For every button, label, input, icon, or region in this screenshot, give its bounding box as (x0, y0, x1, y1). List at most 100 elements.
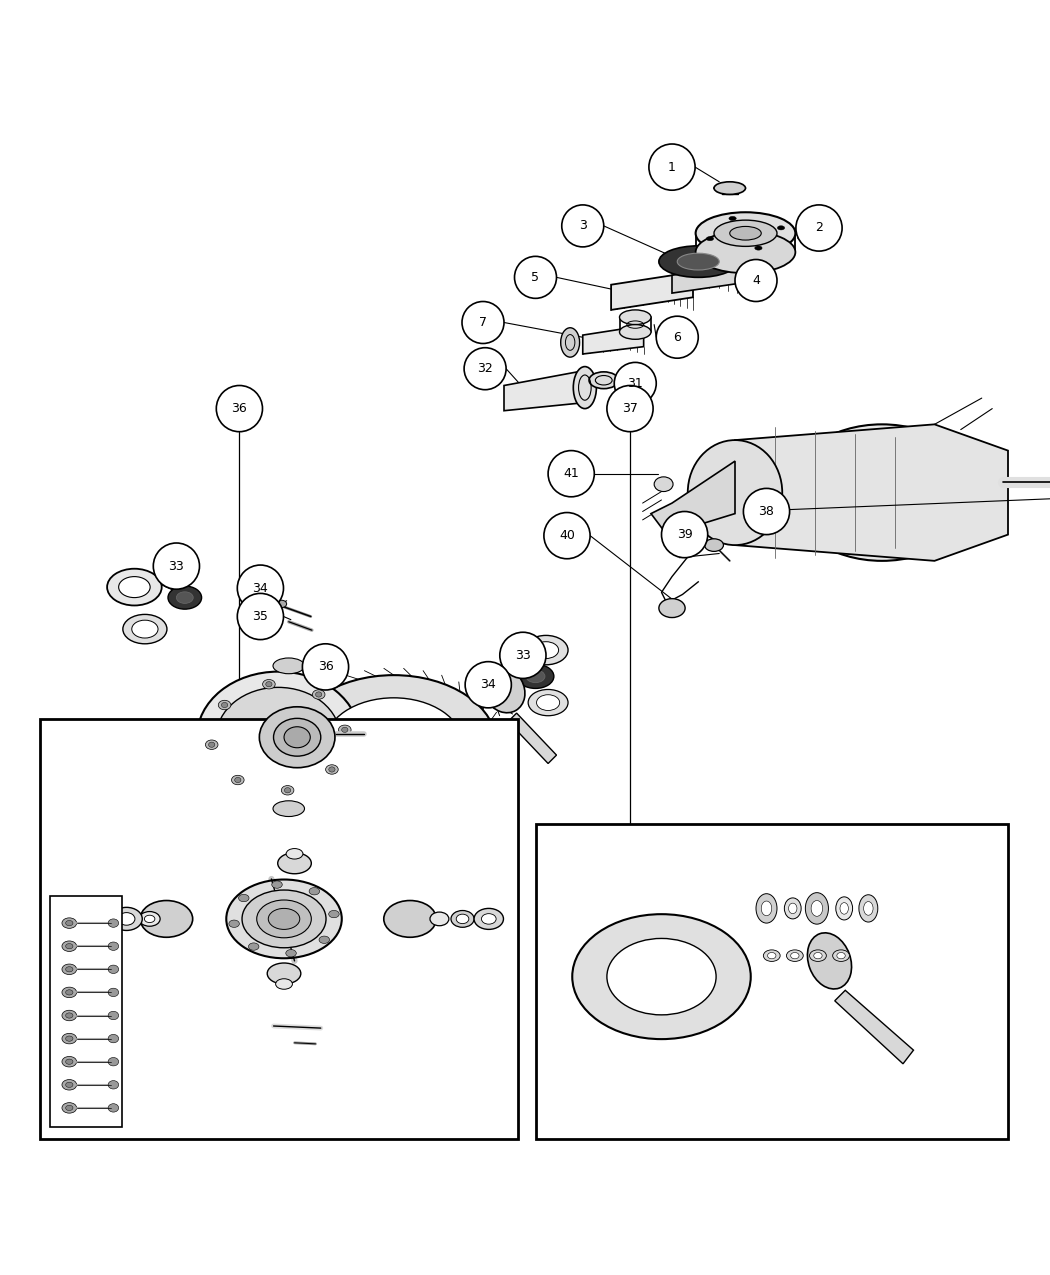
Ellipse shape (430, 912, 449, 926)
Ellipse shape (836, 896, 853, 921)
Text: 32: 32 (477, 362, 493, 375)
Text: 2: 2 (815, 222, 823, 235)
Text: 3: 3 (579, 219, 587, 232)
Ellipse shape (108, 965, 119, 974)
Ellipse shape (108, 1057, 119, 1066)
Circle shape (462, 301, 504, 343)
Ellipse shape (695, 212, 796, 254)
Ellipse shape (791, 952, 799, 959)
Ellipse shape (111, 908, 143, 931)
Polygon shape (611, 272, 693, 310)
Ellipse shape (139, 912, 161, 926)
Text: 37: 37 (622, 402, 638, 416)
Ellipse shape (324, 697, 463, 792)
Ellipse shape (526, 671, 545, 682)
Ellipse shape (475, 908, 504, 929)
Ellipse shape (572, 914, 751, 1039)
Ellipse shape (729, 217, 736, 221)
Ellipse shape (276, 979, 292, 989)
Ellipse shape (807, 933, 852, 989)
Ellipse shape (168, 586, 202, 609)
Ellipse shape (859, 895, 878, 922)
Ellipse shape (688, 440, 782, 546)
Ellipse shape (788, 425, 976, 561)
Polygon shape (504, 372, 578, 411)
Ellipse shape (62, 964, 77, 974)
Circle shape (153, 543, 200, 589)
Ellipse shape (132, 620, 158, 638)
Ellipse shape (341, 727, 348, 732)
Polygon shape (651, 462, 735, 534)
Ellipse shape (326, 765, 338, 774)
Ellipse shape (62, 1057, 77, 1067)
Ellipse shape (659, 599, 685, 617)
Circle shape (562, 205, 604, 247)
Ellipse shape (589, 372, 618, 389)
Ellipse shape (654, 477, 673, 492)
Polygon shape (672, 265, 737, 293)
Circle shape (548, 450, 594, 497)
Ellipse shape (62, 941, 77, 951)
Ellipse shape (561, 328, 580, 357)
Ellipse shape (313, 690, 326, 699)
Polygon shape (735, 425, 1008, 561)
Ellipse shape (267, 963, 301, 984)
Ellipse shape (840, 903, 848, 914)
Bar (536, 825, 1008, 1140)
Circle shape (649, 144, 695, 190)
Circle shape (735, 260, 777, 301)
Ellipse shape (284, 727, 311, 747)
Ellipse shape (777, 226, 784, 230)
Ellipse shape (329, 910, 339, 918)
Ellipse shape (65, 1012, 72, 1019)
Ellipse shape (108, 1034, 119, 1043)
Ellipse shape (227, 880, 342, 959)
Ellipse shape (309, 887, 319, 895)
Ellipse shape (62, 1010, 77, 1021)
Circle shape (237, 565, 284, 611)
Ellipse shape (259, 706, 335, 768)
Circle shape (607, 385, 653, 432)
Ellipse shape (277, 853, 312, 873)
Circle shape (656, 316, 698, 358)
Text: 1: 1 (668, 161, 676, 173)
Circle shape (743, 488, 790, 534)
Ellipse shape (517, 664, 554, 688)
Ellipse shape (206, 740, 218, 750)
Text: 38: 38 (758, 505, 775, 518)
Ellipse shape (231, 775, 244, 784)
Ellipse shape (65, 966, 72, 972)
Ellipse shape (833, 950, 849, 961)
Ellipse shape (269, 908, 300, 929)
Ellipse shape (319, 936, 330, 944)
Ellipse shape (65, 1105, 72, 1111)
Bar (40, 719, 518, 1140)
Ellipse shape (761, 901, 772, 915)
Ellipse shape (291, 676, 497, 813)
Ellipse shape (524, 635, 568, 664)
Ellipse shape (452, 910, 475, 927)
Circle shape (514, 256, 556, 298)
Ellipse shape (607, 938, 716, 1015)
Ellipse shape (620, 310, 651, 325)
Ellipse shape (108, 988, 119, 997)
Ellipse shape (705, 539, 723, 551)
Ellipse shape (659, 246, 737, 278)
Ellipse shape (176, 592, 193, 603)
Ellipse shape (141, 900, 193, 937)
Ellipse shape (216, 687, 340, 787)
Ellipse shape (229, 921, 239, 927)
Ellipse shape (281, 785, 294, 796)
Ellipse shape (285, 788, 291, 793)
Ellipse shape (273, 718, 321, 756)
Ellipse shape (262, 680, 275, 688)
Ellipse shape (528, 690, 568, 715)
Ellipse shape (234, 778, 240, 783)
Text: 36: 36 (231, 402, 248, 416)
Ellipse shape (266, 682, 272, 687)
Text: 36: 36 (317, 660, 334, 673)
Ellipse shape (755, 246, 762, 250)
Ellipse shape (811, 900, 823, 917)
Ellipse shape (62, 1103, 77, 1113)
Polygon shape (583, 325, 644, 354)
